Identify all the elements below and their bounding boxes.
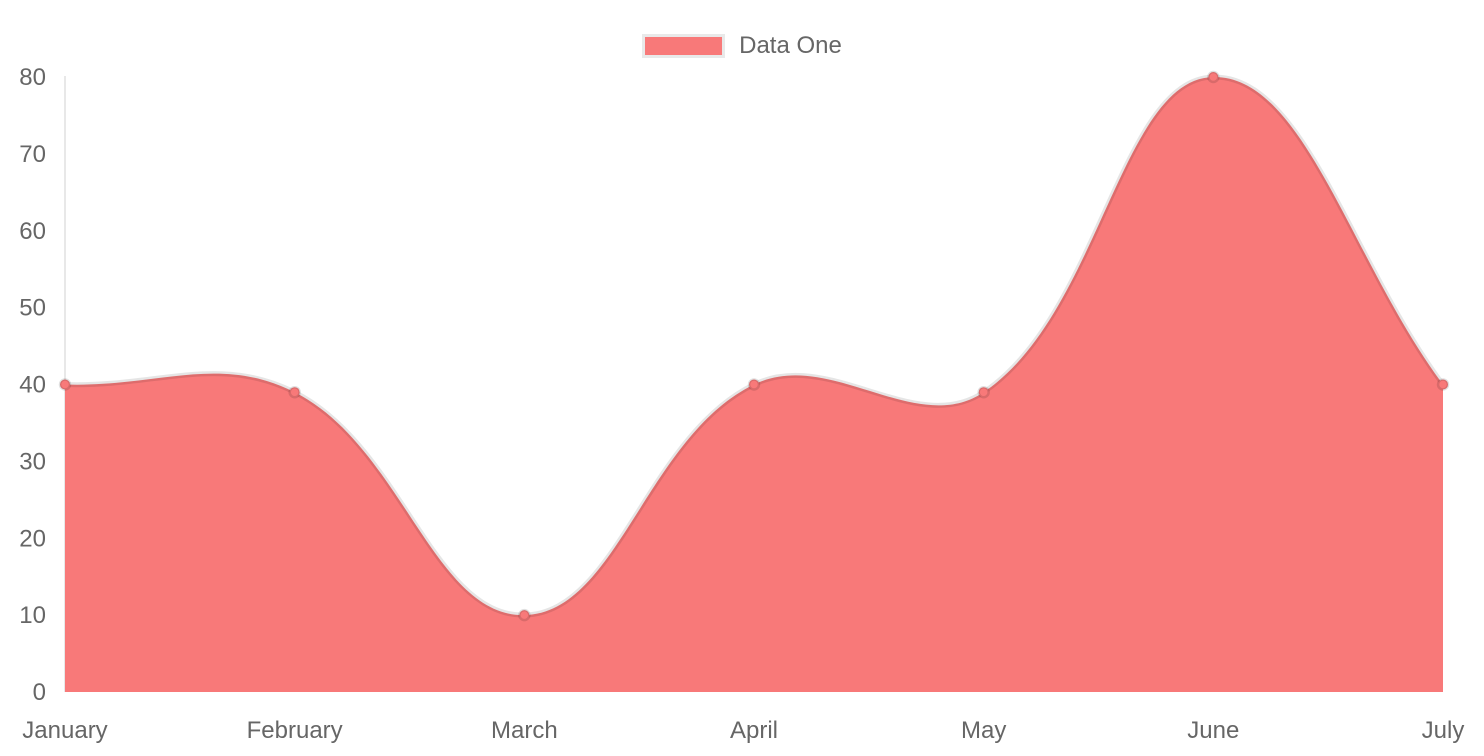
y-tick-label-30: 30 bbox=[19, 448, 46, 475]
data-point-march[interactable] bbox=[518, 608, 531, 622]
legend-item-data-one[interactable]: Data One bbox=[642, 34, 842, 58]
y-tick-label-50: 50 bbox=[19, 295, 46, 322]
y-tick-label-80: 80 bbox=[19, 64, 46, 91]
legend-color-swatch bbox=[642, 34, 726, 58]
y-tick-label-40: 40 bbox=[19, 372, 46, 399]
x-tick-label-january: January bbox=[22, 717, 107, 744]
x-tick-label-july: July bbox=[1422, 717, 1465, 744]
data-point-january[interactable] bbox=[58, 378, 72, 391]
legend-label: Data One bbox=[739, 32, 842, 59]
x-tick-label-march: March bbox=[491, 717, 558, 744]
series-area-fill bbox=[65, 76, 1443, 693]
data-point-may[interactable] bbox=[977, 385, 990, 399]
data-point-february[interactable] bbox=[288, 385, 301, 399]
x-tick-label-april: April bbox=[730, 717, 778, 744]
x-tick-label-may: May bbox=[961, 717, 1006, 744]
y-tick-label-0: 0 bbox=[33, 679, 46, 706]
series-line bbox=[64, 74, 1446, 618]
y-tick-label-60: 60 bbox=[19, 218, 46, 245]
chart-legend: Data One bbox=[0, 34, 1484, 58]
data-point-june[interactable] bbox=[1207, 70, 1220, 84]
data-point-july[interactable] bbox=[1436, 378, 1450, 391]
data-point-april[interactable] bbox=[747, 378, 761, 391]
x-tick-label-february: February bbox=[247, 717, 343, 744]
y-tick-label-10: 10 bbox=[19, 602, 46, 629]
x-tick-label-june: June bbox=[1187, 717, 1239, 744]
y-tick-label-20: 20 bbox=[19, 525, 46, 552]
y-tick-label-70: 70 bbox=[19, 141, 46, 168]
